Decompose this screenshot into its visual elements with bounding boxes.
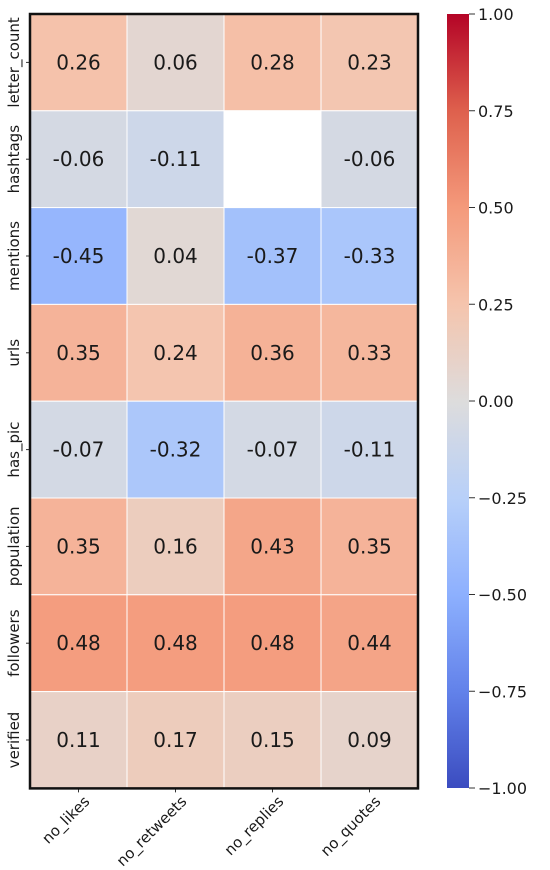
row-label: mentions [5, 221, 23, 291]
cell-value-label: -0.33 [344, 244, 396, 268]
cell-value-label: 0.04 [153, 244, 198, 268]
heatmap-cell [320, 594, 419, 693]
heatmap-cell [126, 110, 225, 209]
row-label: verified [5, 712, 23, 769]
cell-value-label: 0.23 [347, 50, 392, 74]
heatmap-cell [320, 303, 419, 402]
cell-value-label: 0.06 [153, 50, 198, 74]
column-label: no_likes [38, 792, 94, 848]
column-label: no_retweets [113, 792, 191, 870]
row-labels: letter_count hashtags mentions urls has_picp… [5, 17, 30, 768]
cell-value-label: 0.16 [153, 534, 198, 558]
cell-value-label: 0.36 [250, 341, 295, 365]
heatmap-cell [29, 691, 128, 789]
colorbar-tick-label: 0.25 [478, 295, 514, 314]
colorbar-tick-label: −0.50 [478, 586, 527, 605]
colorbar: 1.00 0.75 0.50 0.25 0.00 −0.25 −0.50 −0.75 −1.00 [447, 5, 527, 798]
heatmap-cell [223, 497, 322, 596]
heatmap-cell [126, 594, 225, 693]
cell-value-label: 0.48 [56, 631, 101, 655]
cell-value-label: 0.28 [250, 50, 295, 74]
colorbar-tick-label: 1.00 [478, 5, 514, 24]
cell-value-label: 0.11 [56, 728, 101, 752]
colorbar-tick-label: 0.50 [478, 199, 514, 218]
colorbar-tick-label: −0.25 [478, 489, 527, 508]
cell-value-label: -0.11 [150, 147, 202, 171]
colorbar-gradient [447, 14, 469, 788]
colorbar-tick-label: −1.00 [478, 779, 527, 798]
heatmap-cell [126, 13, 225, 112]
heatmap-cell [223, 110, 322, 209]
cell-value-label: -0.07 [53, 438, 105, 462]
heatmap-cell [320, 497, 419, 596]
heatmap-cell [320, 691, 419, 789]
row-label: followers [5, 609, 23, 677]
heatmap-cells: 0.26 0.06 0.28 0.23 -0.06 -0.11 -0.06 -0.45 0.04… [29, 13, 419, 789]
row-label: population [5, 506, 23, 586]
row-label: urls [5, 339, 23, 367]
cell-value-label: 0.48 [250, 631, 295, 655]
heatmap-cell [223, 207, 322, 305]
row-label: hashtags [5, 125, 23, 194]
column-labels: no_likes no_retweets no_replies no_quotes [38, 788, 385, 870]
cell-value-label: 0.26 [56, 50, 101, 74]
cell-value-label: -0.32 [150, 438, 202, 462]
heatmap-cell [126, 303, 225, 402]
cell-value-label: -0.45 [53, 244, 105, 268]
heatmap-cell [29, 110, 128, 209]
cell-value-label: -0.37 [247, 244, 299, 268]
colorbar-tick-label: −0.75 [478, 682, 527, 701]
heatmap-cell [320, 400, 419, 499]
cell-value-label: 0.24 [153, 341, 198, 365]
column-label: no_quotes [317, 792, 385, 860]
heatmap-cell [126, 691, 225, 789]
cell-value-label: 0.17 [153, 728, 198, 752]
heatmap-cell [126, 400, 225, 499]
heatmap-cell [126, 497, 225, 596]
cell-value-label: 0.35 [56, 534, 101, 558]
row-label: letter_count [5, 17, 24, 107]
heatmap-cell [29, 303, 128, 402]
colorbar-tick-label: 0.00 [478, 392, 514, 411]
heatmap-cell [320, 13, 419, 112]
cell-value-label: 0.33 [347, 341, 392, 365]
heatmap-cell [29, 497, 128, 596]
cell-value-label: 0.43 [250, 534, 295, 558]
heatmap-cell [29, 13, 128, 112]
column-label: no_replies [221, 792, 288, 859]
cell-value-label: 0.35 [56, 341, 101, 365]
colorbar-tick-label: 0.75 [478, 102, 514, 121]
cell-value-label: 0.15 [250, 728, 295, 752]
cell-value-label: -0.06 [53, 147, 105, 171]
heatmap-cell [223, 303, 322, 402]
heatmap-cell [223, 400, 322, 499]
row-label: has_pic [5, 422, 24, 478]
cell-value-label: 0.44 [347, 631, 392, 655]
heatmap-frame [28, 12, 420, 790]
cell-value-label: -0.07 [247, 438, 299, 462]
cell-value-label: 0.48 [153, 631, 198, 655]
cell-value-label: -0.11 [344, 438, 396, 462]
cell-value-label: 0.09 [347, 728, 392, 752]
cell-value-label: 0.35 [347, 534, 392, 558]
cell-value-label: -0.06 [344, 147, 396, 171]
